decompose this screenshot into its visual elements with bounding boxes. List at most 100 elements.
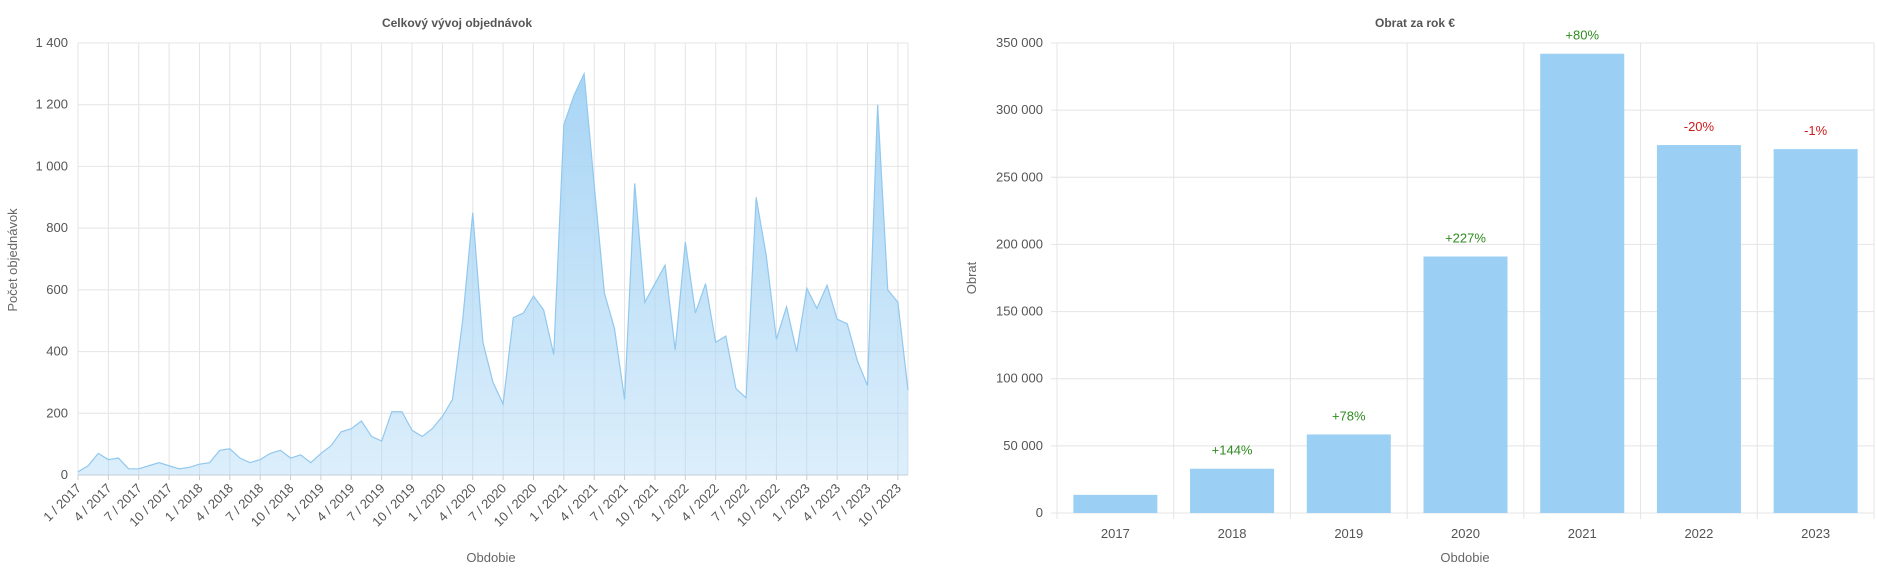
revenue-change-label: +144% [1212, 443, 1253, 458]
orders-data-point [370, 435, 372, 437]
orders-data-point [735, 387, 737, 389]
revenue-y-tick-label: 50 000 [1003, 438, 1043, 453]
orders-data-point [775, 338, 777, 340]
orders-data-point [583, 73, 585, 75]
orders-y-tick-label: 600 [46, 282, 68, 297]
orders-data-point [421, 435, 423, 437]
orders-data-point [714, 341, 716, 343]
orders-data-point [785, 306, 787, 308]
orders-data-point [684, 241, 686, 243]
orders-data-point [310, 461, 312, 463]
orders-data-point [330, 444, 332, 446]
revenue-bar [1073, 494, 1158, 513]
revenue-x-tick-label: 2017 [1101, 526, 1130, 541]
orders-data-point [107, 458, 109, 460]
orders-data-point [745, 397, 747, 399]
orders-data-point [806, 287, 808, 289]
orders-data-point [795, 350, 797, 352]
orders-data-point [391, 411, 393, 413]
orders-data-point [704, 282, 706, 284]
orders-data-point [340, 431, 342, 433]
orders-y-ticks: 0 200 400 600 800 1 000 1 200 1 400 [35, 35, 68, 482]
orders-data-point [887, 289, 889, 291]
orders-data-point [897, 301, 899, 303]
orders-data-point [664, 264, 666, 266]
orders-data-point [755, 196, 757, 198]
orders-data-point [644, 301, 646, 303]
revenue-y-tick-label: 0 [1036, 505, 1043, 520]
orders-line [77, 71, 909, 473]
orders-data-point [674, 349, 676, 351]
revenue-x-tick-label: 2022 [1684, 526, 1713, 541]
orders-data-point [138, 468, 140, 470]
revenue-bar [1773, 149, 1858, 514]
orders-data-point [866, 384, 868, 386]
orders-data-point [350, 428, 352, 430]
orders-y-tick-label: 400 [46, 344, 68, 359]
revenue-y-tick-label: 200 000 [996, 236, 1043, 251]
orders-y-tick-label: 1 000 [35, 158, 68, 173]
orders-data-point [472, 212, 474, 214]
orders-data-point [623, 398, 625, 400]
revenue-y-tick-label: 300 000 [996, 102, 1043, 117]
orders-data-point [269, 452, 271, 454]
orders-data-point [765, 255, 767, 257]
orders-data-point [148, 465, 150, 467]
orders-data-point [77, 471, 79, 473]
orders-data-point [360, 420, 362, 422]
orders-x-axis-title: Obdobie [466, 550, 515, 565]
orders-data-point [320, 452, 322, 454]
orders-y-tick-label: 1 200 [35, 97, 68, 112]
orders-data-point [441, 415, 443, 417]
orders-data-point [431, 428, 433, 430]
revenue-bar [1423, 256, 1508, 513]
orders-data-point [219, 449, 221, 451]
orders-data-point [725, 335, 727, 337]
revenue-bar [1306, 434, 1391, 513]
orders-area-chart: Celkový vývoj objednávok 0 200 400 600 800 1 … [5, 16, 909, 565]
orders-data-point [178, 468, 180, 470]
orders-data-point [826, 284, 828, 286]
revenue-change-label: -1% [1804, 123, 1828, 138]
orders-data-point [87, 465, 89, 467]
revenue-x-tick-label: 2021 [1568, 526, 1597, 541]
orders-data-point [188, 466, 190, 468]
revenue-y-tick-label: 350 000 [996, 35, 1043, 50]
revenue-x-ticks: 2017 2018 2019 2020 2021 2022 2023 [1101, 526, 1830, 541]
orders-data-point [816, 307, 818, 309]
orders-data-point [239, 457, 241, 459]
orders-data-point [117, 457, 119, 459]
orders-data-point [158, 461, 160, 463]
orders-data-point [502, 403, 504, 405]
revenue-y-tick-label: 100 000 [996, 371, 1043, 386]
revenue-chart-title: Obrat za rok € [1375, 16, 1455, 30]
orders-data-point [613, 327, 615, 329]
revenue-y-tick-label: 250 000 [996, 169, 1043, 184]
orders-data-point [492, 381, 494, 383]
orders-data-point [654, 282, 656, 284]
orders-data-point [542, 309, 544, 311]
orders-data-point [411, 429, 413, 431]
orders-chart-title: Celkový vývoj objednávok [382, 16, 532, 30]
revenue-bar [1540, 53, 1625, 513]
orders-data-point [259, 458, 261, 460]
orders-y-tick-label: 1 400 [35, 35, 68, 50]
orders-data-point [553, 353, 555, 355]
revenue-bar-chart: Obrat za rok € 0 50 000 100 000 150 000 200 … [964, 16, 1875, 565]
orders-data-point [229, 448, 231, 450]
orders-data-point [593, 184, 595, 186]
revenue-x-tick-label: 2019 [1334, 526, 1363, 541]
orders-data-point [249, 461, 251, 463]
revenue-bar [1190, 468, 1275, 513]
orders-data-point [482, 341, 484, 343]
orders-data-point [208, 461, 210, 463]
orders-data-point [694, 312, 696, 314]
orders-data-point [856, 360, 858, 362]
orders-data-point [836, 318, 838, 320]
orders-area [78, 73, 908, 476]
orders-data-point [907, 389, 909, 391]
orders-data-point [461, 320, 463, 322]
revenue-x-axis-title: Obdobie [1440, 550, 1489, 565]
